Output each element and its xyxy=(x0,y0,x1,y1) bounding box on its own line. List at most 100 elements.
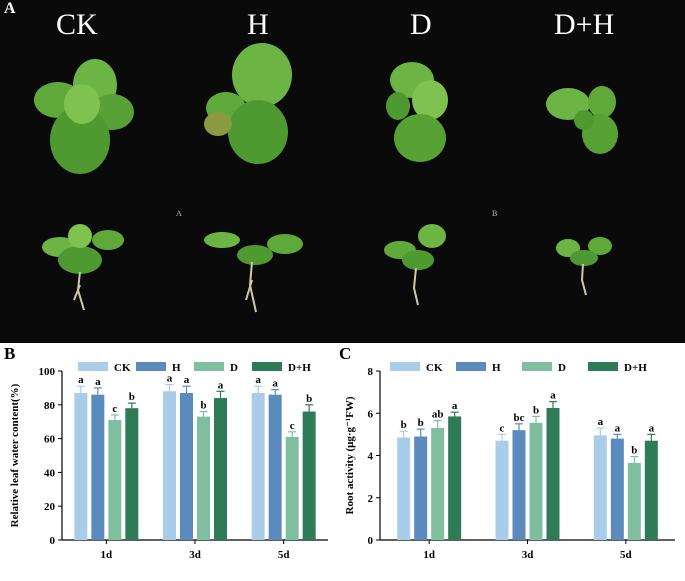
x-tick-label: 1d xyxy=(423,549,435,561)
x-tick-label: 5d xyxy=(620,549,632,561)
legend-swatch-ck xyxy=(78,362,108,371)
bar-d-1d xyxy=(108,420,122,540)
significance-letter: a xyxy=(272,378,278,390)
x-tick-label: 5d xyxy=(278,549,290,561)
bar-d-5d xyxy=(285,436,299,540)
y-tick-label: 2 xyxy=(368,493,374,505)
significance-letter: b xyxy=(200,400,206,412)
x-tick-label: 1d xyxy=(101,549,113,561)
legend-label-d: D xyxy=(558,362,566,374)
legend-swatch-dplush xyxy=(588,362,618,371)
y-tick-label: 40 xyxy=(44,467,56,479)
significance-letter: b xyxy=(533,404,539,416)
y-tick-label: 6 xyxy=(368,408,374,420)
bar-ck-5d xyxy=(251,392,265,540)
plant-d-top xyxy=(386,62,448,162)
bar-h-1d xyxy=(414,436,428,540)
significance-letter: ab xyxy=(432,409,444,421)
bar-d-1d xyxy=(431,428,445,540)
bar-ck-3d xyxy=(163,391,176,540)
significance-letter: c xyxy=(290,420,295,432)
legend-label-d: D xyxy=(230,362,238,374)
bar-d-5d xyxy=(627,462,641,540)
plant-h-root xyxy=(204,232,303,313)
treatment-label-h: H xyxy=(247,8,269,41)
chart-relative-leaf-water: B CK H D D+H 0 20 40 60 80 100 Relative leaf water … xyxy=(4,344,328,561)
legend-label-dplush: D+H xyxy=(288,362,311,374)
treatment-label-ck: CK xyxy=(56,8,98,41)
panel-letter-b: B xyxy=(4,344,15,363)
significance-letter: b xyxy=(401,419,407,431)
photo-mark-b: B xyxy=(492,209,497,218)
y-axis-label: Relative leaf water content(%) xyxy=(9,383,21,527)
y-tick-label: 80 xyxy=(44,400,56,412)
plant-dh-root xyxy=(556,237,612,296)
x-tick-label: 3d xyxy=(189,549,201,561)
y-tick-label: 20 xyxy=(44,501,56,513)
bar-dplush-1d xyxy=(125,408,139,540)
plant-photo-panel: A B A CK H D D+H xyxy=(0,0,685,343)
plant-d-root xyxy=(384,224,446,306)
x-tick-label: 3d xyxy=(522,549,534,561)
legend-swatch-dplush xyxy=(252,362,282,371)
significance-letter: b xyxy=(631,445,637,457)
bar-d-3d xyxy=(197,416,210,540)
panel-letter-c: C xyxy=(339,344,351,363)
legend-label-h: H xyxy=(492,362,501,374)
significance-letter: b xyxy=(418,417,424,429)
significance-letter: a xyxy=(78,374,84,386)
bar-ck-1d xyxy=(74,392,88,540)
significance-letter: a xyxy=(184,374,190,386)
plant-dh-top xyxy=(546,86,618,154)
significance-letter: a xyxy=(615,422,621,434)
bar-dplush-5d xyxy=(644,440,658,540)
y-tick-label: 4 xyxy=(368,451,374,463)
significance-letter: a xyxy=(95,376,101,388)
legend-swatch-h xyxy=(136,362,166,371)
legend-swatch-ck xyxy=(390,362,420,371)
y-tick-label: 8 xyxy=(368,366,374,378)
significance-letter: a xyxy=(649,422,655,434)
bar-h-5d xyxy=(610,438,624,540)
significance-letter: a xyxy=(218,379,224,391)
bar-dplush-3d xyxy=(214,398,227,540)
significance-letter: a xyxy=(452,400,458,412)
plant-h-top xyxy=(204,43,292,164)
significance-letter: c xyxy=(112,403,117,415)
legend-label-ck: CK xyxy=(426,362,443,374)
significance-letter: a xyxy=(167,373,173,385)
bar-dplush-5d xyxy=(302,411,316,540)
y-tick-label: 60 xyxy=(44,434,56,446)
treatment-label-dh: D+H xyxy=(554,8,615,41)
significance-letter: b xyxy=(129,391,135,403)
y-tick-label: 0 xyxy=(50,535,56,547)
bar-h-1d xyxy=(91,394,105,540)
bar-h-3d xyxy=(180,392,193,540)
plant-ck-top xyxy=(34,59,134,174)
bar-d-3d xyxy=(529,422,543,540)
significance-letter: a xyxy=(550,390,556,402)
bar-dplush-1d xyxy=(448,416,462,540)
bar-ck-1d xyxy=(397,437,411,540)
bar-ck-5d xyxy=(593,435,607,540)
significance-letter: c xyxy=(500,422,505,434)
y-axis-label: Root activity (μg·g⁻¹FW) xyxy=(344,396,356,514)
significance-letter: a xyxy=(598,416,604,428)
photo-mark-a: A xyxy=(176,209,182,218)
treatment-label-d: D xyxy=(410,8,432,41)
legend-label-h: H xyxy=(172,362,181,374)
legend-swatch-d xyxy=(522,362,552,371)
legend-label-dplush: D+H xyxy=(624,362,647,374)
plant-ck-root xyxy=(42,224,124,311)
y-tick-label: 0 xyxy=(368,535,374,547)
y-tick-label: 100 xyxy=(39,366,56,378)
significance-letter: b xyxy=(306,393,312,405)
significance-letter: a xyxy=(255,374,261,386)
legend-label-ck: CK xyxy=(114,362,131,374)
significance-letter: bc xyxy=(514,412,525,424)
panel-letter-a: A xyxy=(4,0,16,17)
bar-ck-3d xyxy=(495,440,509,540)
bar-dplush-3d xyxy=(546,407,560,540)
bar-h-3d xyxy=(512,430,526,540)
